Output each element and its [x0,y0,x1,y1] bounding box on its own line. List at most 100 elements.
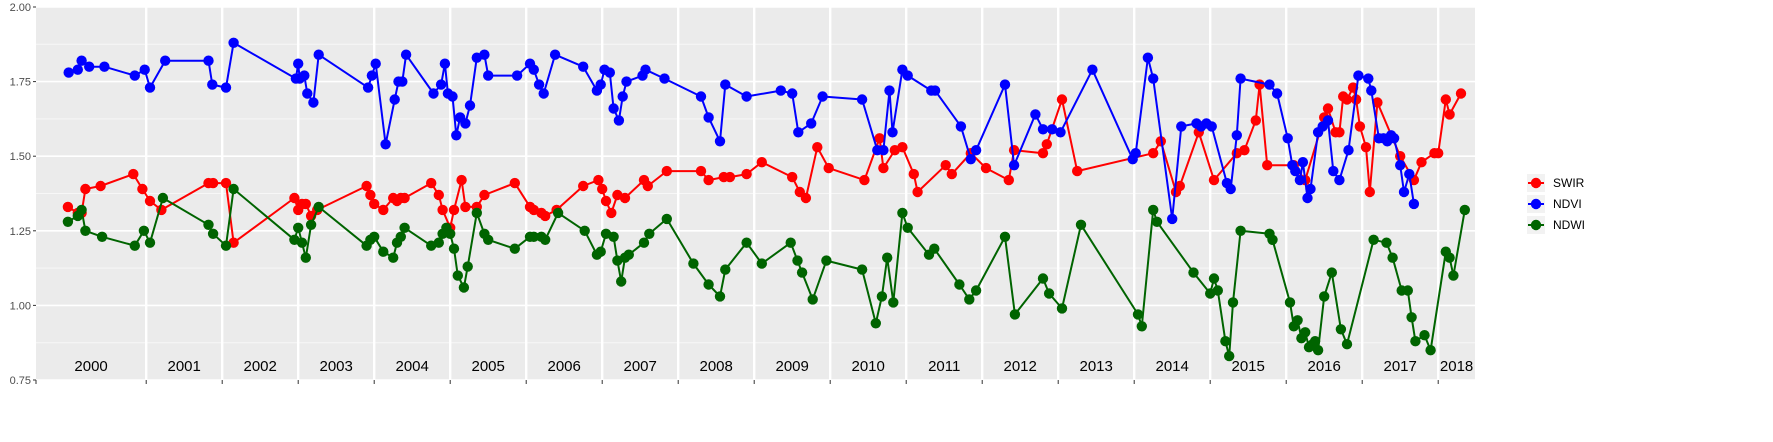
data-point [220,177,232,189]
data-point [552,207,564,219]
data-point [1030,109,1041,120]
data-point [437,204,448,216]
data-point [1459,204,1471,216]
data-point [1041,139,1053,150]
data-point [540,234,551,245]
legend-item-ndwi: NDWI [1527,216,1585,234]
data-point [785,237,796,248]
data-point [688,258,699,269]
legend-label: SWIR [1553,176,1585,190]
data-point [96,231,108,242]
data-point [999,231,1011,242]
year-label: 2017 [1384,358,1417,375]
data-point [1294,174,1306,186]
data-point [946,168,957,180]
data-point [806,118,817,129]
data-point [756,157,767,168]
year-label: 2012 [1004,358,1037,375]
data-point [1290,165,1301,177]
data-point [1366,85,1377,96]
data-point [460,201,471,213]
data-point [578,180,589,192]
data-point [1271,88,1283,99]
data-point [902,222,913,233]
year-label: 2008 [700,358,733,375]
data-point [63,67,74,78]
data-point [796,267,808,278]
data-point [399,222,410,233]
data-point [549,49,561,60]
data-point [724,171,736,183]
data-point [807,294,818,305]
data-point [1312,345,1324,356]
data-point [129,240,140,251]
data-point [578,61,589,72]
data-point [999,79,1011,90]
data-point [1292,315,1303,326]
data-point [439,58,451,69]
data-point [1174,180,1186,192]
data-point [1387,252,1398,263]
data-point [882,252,893,263]
data-point [613,115,625,126]
data-point [435,79,447,90]
data-point [302,88,313,99]
data-point [1341,94,1353,105]
data-point [395,231,406,242]
data-point [128,168,139,180]
data-point [1425,345,1436,356]
data-point [897,207,908,219]
data-point [1284,297,1296,308]
data-point [1297,157,1309,168]
data-point [1008,160,1020,171]
year-label: 2015 [1232,358,1265,375]
legend-key-point [1530,219,1542,231]
data-point [720,79,731,90]
data-point [293,222,304,233]
data-point [888,297,899,308]
data-point [370,58,381,69]
data-point [1055,127,1066,138]
y-tick-label: 0.75 [10,375,31,387]
data-point [1239,145,1250,156]
data-point [878,162,889,174]
data-point [792,255,803,266]
year-label: 2011 [928,358,960,375]
data-point [1334,127,1345,138]
data-point [1388,133,1400,144]
data-point [929,243,940,254]
data-point [388,252,399,263]
data-point [448,204,460,216]
data-point [533,79,545,90]
data-point [511,70,523,81]
data-point [1309,336,1321,347]
data-point [479,189,490,201]
data-point [579,225,590,236]
y-tick-label: 1.00 [10,300,31,312]
year-label: 2001 [168,358,201,375]
data-point [528,64,539,75]
data-point [1188,267,1199,278]
data-point [80,183,91,195]
data-point [447,91,458,102]
data-point [80,225,91,236]
data-point [1231,130,1243,141]
year-label: 2009 [776,358,809,375]
data-point [856,94,868,105]
data-point [1335,324,1347,335]
data-point [378,246,389,257]
data-point [365,189,376,201]
data-point [870,318,881,329]
data-point [619,192,631,204]
legend-key-point [1530,177,1542,189]
data-point [1455,88,1467,99]
data-point [775,85,786,96]
data-point [471,207,482,219]
data-point [1300,327,1311,338]
data-point [62,216,74,227]
data-point [1132,309,1144,320]
data-point [1142,52,1154,63]
data-point [399,192,410,204]
data-point [1075,219,1087,230]
